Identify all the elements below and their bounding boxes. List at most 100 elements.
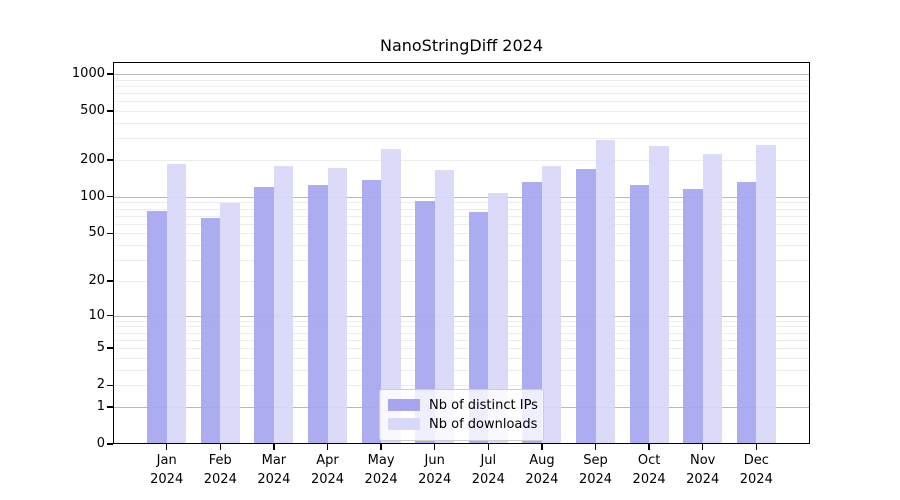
x-tick-year: 2024 <box>686 472 720 487</box>
x-tick-mark <box>755 444 757 450</box>
x-tick-mark <box>702 444 704 450</box>
gridline-minor <box>113 101 810 103</box>
bar-distinct-ips <box>254 186 274 444</box>
gridline-minor <box>113 85 810 87</box>
x-tick-year: 2024 <box>632 472 666 487</box>
gridline-minor <box>113 385 810 387</box>
gridline-minor <box>113 122 810 124</box>
x-tick-mark <box>219 444 221 450</box>
gridline-major <box>113 73 810 75</box>
x-tick-month: Jan <box>156 453 177 468</box>
y-tick-mark <box>107 159 113 161</box>
x-tick-month: Jun <box>424 453 445 468</box>
x-tick-year: 2024 <box>150 472 184 487</box>
bar-distinct-ips <box>468 212 489 444</box>
legend-swatch-downloads <box>388 418 420 430</box>
x-axis-tick-label: May 2024 <box>351 451 411 489</box>
legend-item-distinct-ips: Nb of distinct IPs <box>388 396 538 414</box>
bar-distinct-ips <box>415 200 435 444</box>
gridline-minor <box>113 357 810 359</box>
y-axis-tick-label: 10 <box>88 307 105 323</box>
y-tick-mark <box>107 280 113 282</box>
y-axis-tick-label: 500 <box>80 103 105 118</box>
y-tick-mark <box>107 73 113 75</box>
y-axis-tick-label: 100 <box>80 188 105 204</box>
x-tick-month: Dec <box>743 453 769 468</box>
bar-downloads <box>166 163 187 444</box>
gridline-minor <box>113 223 810 225</box>
y-tick-mark <box>107 384 113 386</box>
x-tick-month: Nov <box>690 453 716 468</box>
y-axis-tick-label: 200 <box>80 151 105 167</box>
gridline-major <box>113 196 810 198</box>
legend-label-distinct-ips: Nb of distinct IPs <box>429 397 538 413</box>
bar-downloads <box>327 168 347 444</box>
x-axis-tick-label: Jun 2024 <box>405 451 465 489</box>
legend-item-downloads: Nb of downloads <box>388 415 538 433</box>
legend: Nb of distinct IPs Nb of downloads <box>379 389 544 441</box>
bar-downloads <box>273 165 294 444</box>
y-tick-mark <box>107 196 113 198</box>
bar-distinct-ips <box>147 210 167 444</box>
gridline-minor <box>113 326 810 328</box>
gridline-minor <box>113 339 810 341</box>
gridline-minor <box>113 260 810 262</box>
y-axis-tick-label: 0 <box>96 436 105 451</box>
bar-downloads <box>434 170 455 444</box>
x-tick-mark <box>434 444 436 450</box>
bar-distinct-ips <box>308 184 328 444</box>
gridline-minor <box>113 245 810 247</box>
gridline-minor <box>113 280 810 282</box>
gridline-minor <box>113 93 810 94</box>
gridline-minor <box>113 369 810 371</box>
x-axis-tick-label: Apr 2024 <box>298 451 358 489</box>
bar-downloads <box>702 154 723 444</box>
x-tick-month: Jul <box>480 453 497 468</box>
x-axis-tick-label: Oct 2024 <box>619 451 679 489</box>
legend-label-downloads: Nb of downloads <box>429 416 538 432</box>
gridline-minor <box>113 215 810 217</box>
y-tick-mark <box>107 314 113 317</box>
bar-downloads <box>220 203 240 444</box>
x-tick-mark <box>594 444 597 450</box>
y-tick-mark <box>107 232 113 235</box>
x-tick-mark <box>487 444 489 450</box>
gridline-minor <box>113 208 810 210</box>
gridline-minor <box>113 159 810 161</box>
y-tick-mark <box>107 110 113 112</box>
bar-distinct-ips <box>629 184 650 444</box>
bar-distinct-ips <box>736 181 757 444</box>
bar-downloads <box>756 145 776 444</box>
y-tick-mark <box>107 406 113 408</box>
x-tick-mark <box>326 444 329 450</box>
legend-swatch-distinct-ips <box>388 399 420 411</box>
x-tick-month: Oct <box>637 453 661 468</box>
x-tick-year: 2024 <box>310 472 345 487</box>
bar-distinct-ips <box>522 182 542 444</box>
chart-title: NanoStringDiff 2024 <box>379 36 544 55</box>
bar-downloads <box>649 145 669 444</box>
x-axis-tick-label: Nov 2024 <box>673 451 733 489</box>
x-tick-month: Apr <box>316 453 339 468</box>
x-axis-tick-label: Aug 2024 <box>512 451 572 489</box>
bar-downloads <box>541 166 562 444</box>
x-tick-mark <box>273 444 275 450</box>
x-tick-mark <box>648 444 650 450</box>
x-tick-month: May <box>367 453 395 468</box>
bar-distinct-ips <box>683 188 703 444</box>
gridline-minor <box>113 202 810 204</box>
y-axis-tick-label: 2 <box>96 377 105 393</box>
gridline-minor <box>113 332 810 334</box>
gridline-minor <box>113 233 810 235</box>
x-tick-year: 2024 <box>418 472 452 487</box>
x-tick-year: 2024 <box>364 472 398 487</box>
x-axis-tick-label: Mar 2024 <box>244 451 304 489</box>
gridline-major <box>113 315 810 317</box>
x-tick-year: 2024 <box>203 472 237 487</box>
y-axis-tick-label: 1000 <box>71 65 105 81</box>
x-axis-tick-label: Jul 2024 <box>458 451 518 489</box>
y-axis-tick-label: 1 <box>96 398 105 414</box>
x-tick-year: 2024 <box>525 472 559 487</box>
x-tick-year: 2024 <box>739 472 773 487</box>
